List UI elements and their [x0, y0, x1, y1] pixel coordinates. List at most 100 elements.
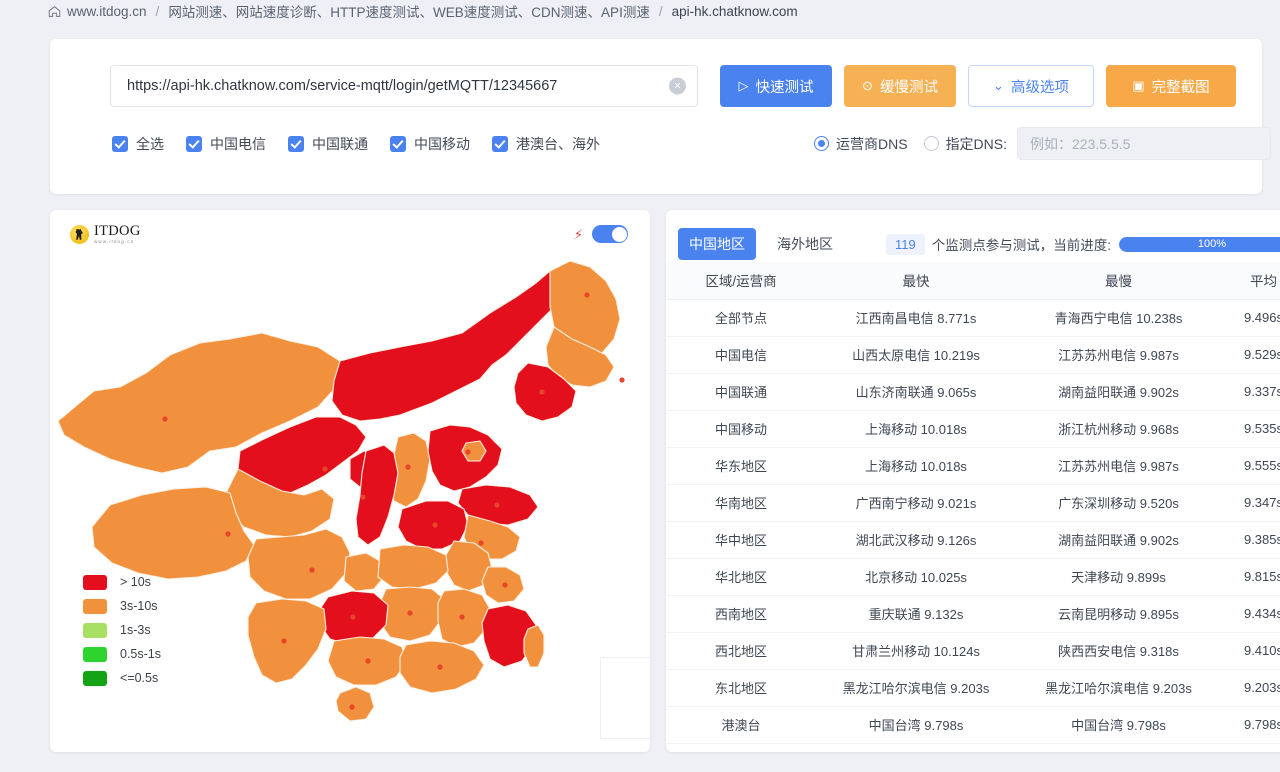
slow-test-button[interactable]: ⊙ 缓慢测试 [844, 65, 956, 107]
progress-bar: 100% [1119, 236, 1280, 252]
checkmark-icon [390, 135, 406, 152]
checkbox-label: 全选 [136, 135, 164, 152]
column-header-average[interactable]: 平均 [1221, 262, 1280, 300]
cell-average: 9.798s [1221, 706, 1280, 744]
china-map-svg[interactable] [50, 237, 650, 732]
node-count-badge: 119 [886, 233, 925, 255]
table-header-row: 区域/运营商 最快 最慢 平均 [666, 262, 1280, 300]
url-input-wrapper: × [110, 65, 698, 107]
options-row: 全选 中国电信 中国联通 中国移动 港澳台、海外 运营商DNS [50, 107, 1272, 160]
checkmark-icon [288, 135, 304, 152]
cell-fastest: 中国台湾 9.798s [816, 706, 1016, 744]
url-input[interactable] [110, 65, 698, 107]
cell-region: 港澳台 [666, 706, 816, 744]
camera-icon: ▣ [1132, 78, 1145, 93]
breadcrumb-separator-1: / [155, 3, 160, 19]
cell-fastest: 北京移动 10.025s [816, 558, 1016, 596]
cell-average: 9.385s [1221, 521, 1280, 559]
play-icon: ▷ [738, 78, 749, 93]
table-row[interactable]: 中国电信 山西太原电信 10.219s 江苏苏州电信 9.987s 9.529s [666, 336, 1280, 374]
animation-toggle[interactable] [592, 225, 628, 244]
cell-fastest: 上海移动 10.018s [816, 410, 1016, 448]
legend-label: <=0.5s [120, 671, 159, 686]
slow-test-label: 缓慢测试 [879, 79, 938, 96]
checkbox-china-telecom[interactable]: 中国电信 [186, 134, 266, 154]
checkbox-overseas[interactable]: 港澳台、海外 [492, 134, 600, 154]
tab-overseas-region[interactable]: 海外地区 [777, 236, 833, 252]
table-row[interactable]: 中国移动 上海移动 10.018s 浙江杭州移动 9.968s 9.535s [666, 410, 1280, 448]
legend-item: 3s-10s [83, 598, 161, 614]
cell-slowest: 广东深圳移动 9.520s [1016, 484, 1221, 522]
map-header: ITDOG www.itdog.cn ⚡ [50, 210, 650, 245]
home-icon [48, 5, 61, 18]
full-screenshot-button[interactable]: ▣ 完整截图 [1106, 65, 1236, 107]
advanced-options-button[interactable]: ⌄ 高级选项 [968, 65, 1094, 107]
map-legend: > 10s 3s-10s 1s-3s 0.5s-1s <=0.5s [83, 574, 161, 686]
checkmark-icon [112, 135, 128, 152]
test-control-panel: × ▷ 快速测试 ⊙ 缓慢测试 ⌄ 高级选项 ▣ 完整截图 [50, 39, 1272, 194]
checkbox-china-unicom[interactable]: 中国联通 [288, 134, 368, 154]
breadcrumb: www.itdog.cn / 网站测速、网站速度诊断、HTTP速度测试、WEB速… [0, 1, 1280, 21]
cell-slowest: 黑龙江哈尔滨电信 9.203s [1016, 669, 1221, 707]
table-row[interactable]: 华东地区 上海移动 10.018s 江苏苏州电信 9.987s 9.555s [666, 447, 1280, 485]
radio-custom-dns[interactable]: 指定DNS: [923, 134, 1007, 154]
radio-operator-dns[interactable]: 运营商DNS [814, 134, 908, 154]
checkbox-select-all[interactable]: 全选 [112, 134, 164, 154]
breadcrumb-section[interactable]: 网站测速、网站速度诊断、HTTP速度测试、WEB速度测试、CDN测速、API测速 [168, 5, 650, 20]
table-row[interactable]: 西北地区 甘肃兰州移动 10.124s 陕西西安电信 9.318s 9.410s [666, 632, 1280, 670]
tab-china-region[interactable]: 中国地区 [678, 228, 756, 260]
cell-fastest: 江西南昌电信 8.771s [816, 299, 1016, 337]
breadcrumb-site[interactable]: www.itdog.cn [67, 3, 147, 19]
legend-swatch [83, 622, 107, 638]
cell-region: 华南地区 [666, 484, 816, 522]
table-row[interactable]: 华中地区 湖北武汉移动 9.126s 湖南益阳联通 9.902s 9.385s [666, 521, 1280, 559]
table-row[interactable]: 港澳台 中国台湾 9.798s 中国台湾 9.798s 9.798s [666, 706, 1280, 744]
south-china-sea-inset [600, 656, 650, 739]
breadcrumb-separator-2: / [658, 3, 663, 19]
quick-test-button[interactable]: ▷ 快速测试 [720, 65, 832, 107]
cell-region: 全部节点 [666, 299, 816, 337]
progress-label: 个监测点参与测试，当前进度: [931, 238, 1111, 253]
quick-test-label: 快速测试 [755, 79, 814, 96]
breadcrumb-current: api-hk.chatknow.com [671, 3, 798, 19]
cell-average: 9.496s [1221, 299, 1280, 337]
radio-dot-icon [923, 136, 939, 151]
table-row[interactable]: 西南地区 重庆联通 9.132s 云南昆明移动 9.895s 9.434s [666, 595, 1280, 633]
table-row[interactable]: 中国联通 山东济南联通 9.065s 湖南益阳联通 9.902s 9.337s [666, 373, 1280, 411]
cell-slowest: 浙江杭州移动 9.968s [1016, 410, 1221, 448]
cell-fastest: 山东济南联通 9.065s [816, 373, 1016, 411]
cell-region: 华北地区 [666, 558, 816, 596]
table-body: 全部节点 江西南昌电信 8.771s 青海西宁电信 10.238s 9.496s 中国电… [666, 299, 1280, 744]
column-header-slowest[interactable]: 最慢 [1016, 262, 1221, 300]
cell-fastest: 山西太原电信 10.219s [816, 336, 1016, 374]
cell-region: 华东地区 [666, 447, 816, 485]
cell-slowest: 湖南益阳联通 9.902s [1016, 373, 1221, 411]
legend-item: 1s-3s [83, 622, 161, 638]
checkbox-china-mobile[interactable]: 中国移动 [390, 134, 470, 154]
legend-swatch [83, 646, 107, 662]
logo-title: ITDOG [94, 223, 141, 239]
legend-item: <=0.5s [83, 670, 161, 686]
legend-item: > 10s [83, 574, 161, 590]
cell-average: 9.203s [1221, 669, 1280, 707]
table-row[interactable]: 华北地区 北京移动 10.025s 天津移动 9.899s 9.815s [666, 558, 1280, 596]
legend-swatch [83, 574, 107, 590]
cell-fastest: 湖北武汉移动 9.126s [816, 521, 1016, 559]
cell-slowest: 陕西西安电信 9.318s [1016, 632, 1221, 670]
progress-percent: 100% [1197, 238, 1227, 250]
custom-dns-input[interactable] [1017, 127, 1272, 160]
table-row[interactable]: 华南地区 广西南宁移动 9.021s 广东深圳移动 9.520s 9.347s [666, 484, 1280, 522]
clear-icon[interactable]: × [669, 77, 686, 95]
advanced-options-label: 高级选项 [1010, 79, 1069, 96]
dog-icon [70, 224, 89, 244]
lightning-icon: ⚡ [573, 226, 583, 242]
cell-average: 9.337s [1221, 373, 1280, 411]
table-row[interactable]: 全部节点 江西南昌电信 8.771s 青海西宁电信 10.238s 9.496s [666, 299, 1280, 337]
checkbox-label: 港澳台、海外 [516, 135, 600, 152]
column-header-region[interactable]: 区域/运营商 [666, 262, 816, 300]
legend-swatch [83, 670, 107, 686]
column-header-fastest[interactable]: 最快 [816, 262, 1016, 300]
china-map[interactable]: > 10s 3s-10s 1s-3s 0.5s-1s <=0.5s [50, 237, 650, 739]
cell-average: 9.535s [1221, 410, 1280, 448]
table-row[interactable]: 东北地区 黑龙江哈尔滨电信 9.203s 黑龙江哈尔滨电信 9.203s 9.203s [666, 669, 1280, 707]
